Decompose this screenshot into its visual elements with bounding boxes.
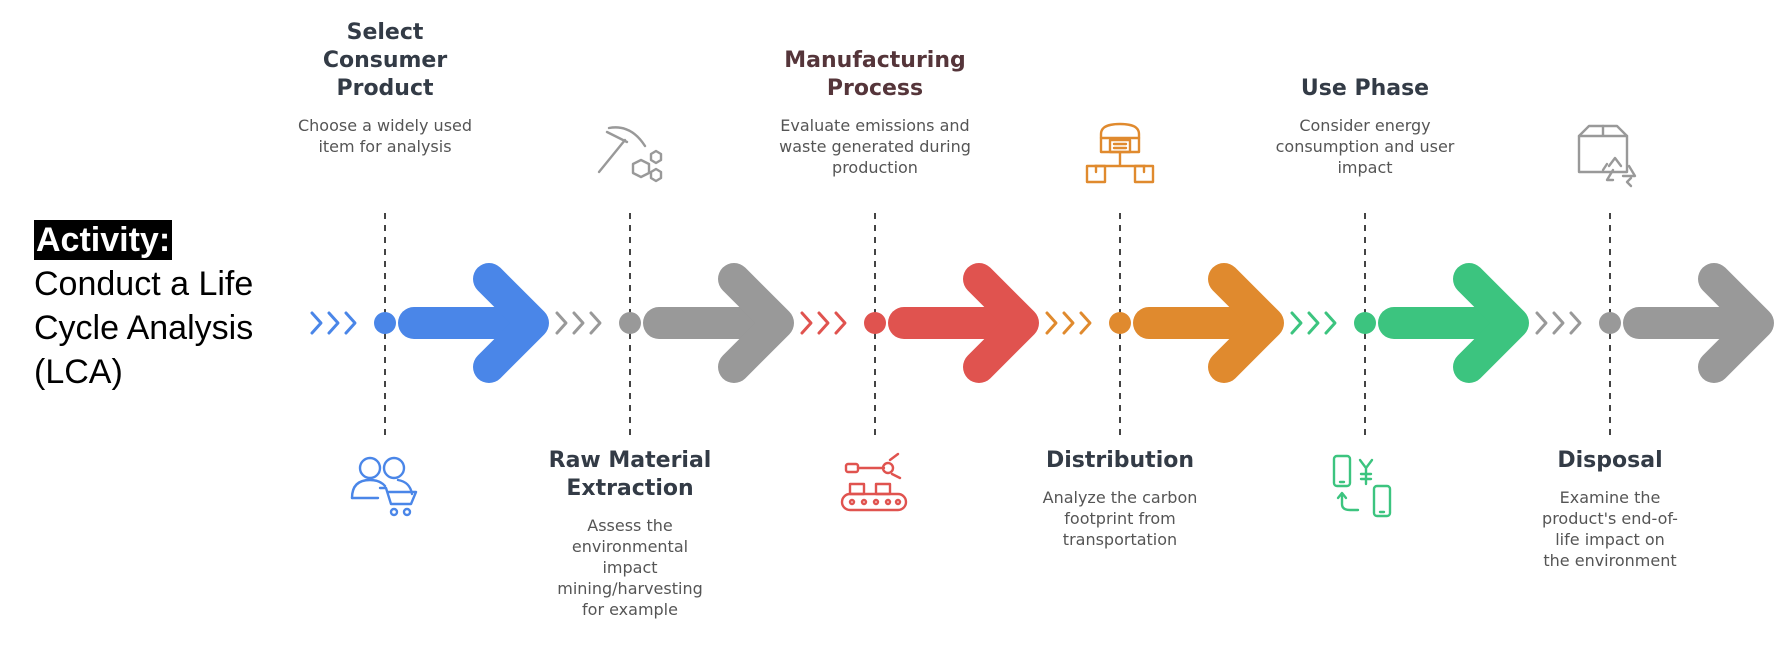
robotic-arm-conveyor-icon bbox=[840, 452, 908, 512]
chevron-icon bbox=[1324, 311, 1337, 335]
chevron-icon bbox=[1552, 311, 1565, 335]
chevron-icon bbox=[1307, 311, 1320, 335]
stage-select bbox=[310, 213, 549, 436]
stage-description: Assess the environmental impact mining/h… bbox=[557, 516, 703, 619]
stage-title: Disposal bbox=[1557, 448, 1663, 473]
arrow-head-icon bbox=[473, 263, 549, 383]
stage-node bbox=[1599, 312, 1621, 334]
chevron-icon bbox=[572, 311, 585, 335]
arrow-head-icon bbox=[1453, 263, 1529, 383]
activity-block: Activity: Conduct a Life Cycle Analysis … bbox=[34, 220, 284, 394]
chevron-icon bbox=[817, 311, 830, 335]
activity-title: Conduct a Life Cycle Analysis (LCA) bbox=[34, 265, 254, 391]
stage-description: Analyze the carbon footprint from transp… bbox=[1042, 488, 1198, 549]
stage-icon-raw bbox=[585, 116, 675, 206]
chevron-icon bbox=[1062, 311, 1075, 335]
stage-disposal bbox=[1535, 213, 1774, 436]
users-cart-icon bbox=[350, 456, 418, 517]
stage-title: Select Consumer Product bbox=[322, 20, 448, 101]
chevron-icon bbox=[800, 311, 813, 335]
stage-icon-select bbox=[340, 446, 430, 536]
stage-title: Manufacturing Process bbox=[784, 48, 966, 101]
stage-icon-distribution bbox=[1075, 116, 1165, 206]
chevron-icon bbox=[1535, 311, 1548, 335]
chevron-icon bbox=[589, 311, 602, 335]
arrow-head-icon bbox=[718, 263, 794, 383]
stage-text-distribution: Distribution Analyze the carbon footprint… bbox=[1020, 447, 1220, 550]
chevron-icon bbox=[310, 311, 323, 335]
stage-icon-manufacturing bbox=[830, 446, 920, 536]
stage-text-raw: Raw Material Extraction Assess the enviro… bbox=[530, 447, 730, 620]
stage-node bbox=[864, 312, 886, 334]
stage-description: Evaluate emissions and waste generated d… bbox=[779, 116, 971, 177]
stage-title: Raw Material Extraction bbox=[548, 448, 712, 501]
stage-raw bbox=[555, 213, 794, 436]
stage-node bbox=[1354, 312, 1376, 334]
chevron-icon bbox=[344, 311, 357, 335]
stage-distribution bbox=[1045, 213, 1284, 436]
stage-node bbox=[374, 312, 396, 334]
stage-text-use: Use Phase Consider energy consumption and… bbox=[1265, 75, 1465, 178]
devices-exchange-icon bbox=[1332, 454, 1392, 518]
arrow-head-icon bbox=[1208, 263, 1284, 383]
chevron-icon bbox=[555, 311, 568, 335]
stage-description: Examine the product's end-of-life impact… bbox=[1542, 488, 1678, 570]
stage-icon-disposal bbox=[1565, 116, 1655, 206]
pickaxe-minerals-icon bbox=[597, 126, 663, 183]
stage-description: Choose a widely used item for analysis bbox=[297, 116, 473, 156]
stage-node bbox=[619, 312, 641, 334]
arrow-head-icon bbox=[1698, 263, 1774, 383]
warehouse-boxes-icon bbox=[1085, 122, 1155, 184]
chevron-icon bbox=[834, 311, 847, 335]
chevron-icon bbox=[1290, 311, 1303, 335]
stage-text-disposal: Disposal Examine the product's end-of-lif… bbox=[1510, 447, 1710, 571]
chevron-icon bbox=[1569, 311, 1582, 335]
stage-text-select: Select Consumer Product Choose a widely u… bbox=[285, 19, 485, 157]
activity-label: Activity: bbox=[34, 220, 173, 260]
stage-description: Consider energy consumption and user imp… bbox=[1275, 116, 1455, 177]
stage-use bbox=[1290, 213, 1529, 436]
chevron-icon bbox=[1045, 311, 1058, 335]
stage-icon-use bbox=[1320, 446, 1410, 536]
box-recycle-icon bbox=[1577, 124, 1637, 188]
stage-text-manufacturing: Manufacturing Process Evaluate emissions … bbox=[775, 47, 975, 178]
stage-title: Use Phase bbox=[1300, 76, 1430, 101]
arrow-head-icon bbox=[963, 263, 1039, 383]
stage-node bbox=[1109, 312, 1131, 334]
chevron-icon bbox=[1079, 311, 1092, 335]
stage-manufacturing bbox=[800, 213, 1039, 436]
stage-title: Distribution bbox=[1045, 448, 1195, 473]
chevron-icon bbox=[327, 311, 340, 335]
